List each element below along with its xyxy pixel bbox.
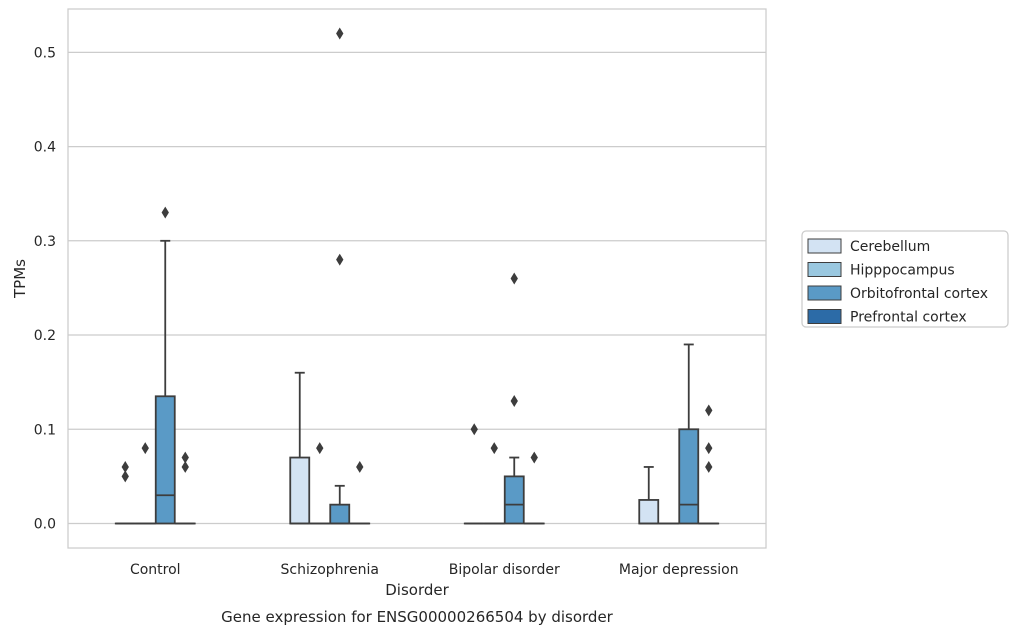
box-orbitofrontal-cortex [329,27,351,525]
box-body [289,456,311,525]
legend-swatch [807,262,842,277]
plot-area-frame [67,8,767,549]
x-tick-label: Schizophrenia [281,562,379,578]
legend-swatch [807,309,842,324]
legend-swatch [807,285,842,301]
box-orbitofrontal-cortex [678,343,700,525]
legend-label: Prefrontal cortex [850,310,967,326]
box-hipppocampus [483,442,505,525]
x-tick-label: Control [130,562,181,578]
box-orbitofrontal-cortex [154,206,176,525]
outlier-point [121,460,129,473]
outlier-point [530,451,538,464]
legend-swatch [807,238,842,254]
box-cerebellum [638,466,660,525]
outlier-point [121,470,129,483]
y-axis-ticks: 0.0 0.1 0.2 0.3 0.4 0.5 [34,45,56,532]
x-axis-label: Disorder [385,581,449,599]
box-cerebellum [114,460,136,525]
outlier-point [181,451,189,464]
legend-label: Orbitofrontal cortex [850,286,988,302]
box-cerebellum [289,371,311,525]
y-tick-label: 0.3 [34,234,56,250]
outlier-point [705,460,713,473]
box-cerebellum [463,423,485,525]
legend-label: Hipppocampus [850,263,955,279]
outlier-point [490,442,498,455]
box-orbitofrontal-cortex [503,272,525,525]
outlier-point [510,272,518,285]
outlier-point [510,395,518,407]
outlier-point [336,253,344,266]
y-tick-label: 0.4 [34,140,56,156]
legend-label: Cerebellum [850,239,930,255]
box-body [503,475,525,525]
y-axis-label: TPMs [11,259,29,299]
outlier-point [705,442,713,455]
y-tick-label: 0.0 [34,517,56,533]
x-tick-label: Major depression [619,562,739,578]
legend-frame [801,230,1009,328]
box-prefrontal-cortex [698,404,720,525]
box-prefrontal-cortex [523,451,545,525]
box-body [329,503,351,525]
box-body [638,499,660,525]
legend: Cerebellum Hipppocampus Orbitofrontal cort… [801,230,1009,328]
outlier-point [141,442,149,455]
outlier-point [356,460,364,473]
x-tick-label: Bipolar disorder [449,562,560,578]
box-body [154,395,176,525]
outlier-point [161,206,169,219]
box-prefrontal-cortex [349,460,371,525]
box-hipppocampus [134,442,156,525]
y-tick-label: 0.1 [34,422,56,438]
chart-caption: Gene expression for ENSG00000266504 by d… [221,608,614,626]
x-axis-ticks: Control Schizophrenia Bipolar disorder Majo… [130,562,739,578]
box-hipppocampus [309,442,331,525]
outlier-point [181,460,189,473]
boxes [114,27,720,525]
outlier-point [470,423,478,436]
outlier-point [336,27,344,40]
outlier-point [316,442,324,455]
y-tick-label: 0.5 [34,45,56,61]
box-body [678,428,700,525]
y-tick-label: 0.2 [34,328,56,344]
outlier-point [705,404,713,417]
box-prefrontal-cortex [174,451,196,525]
